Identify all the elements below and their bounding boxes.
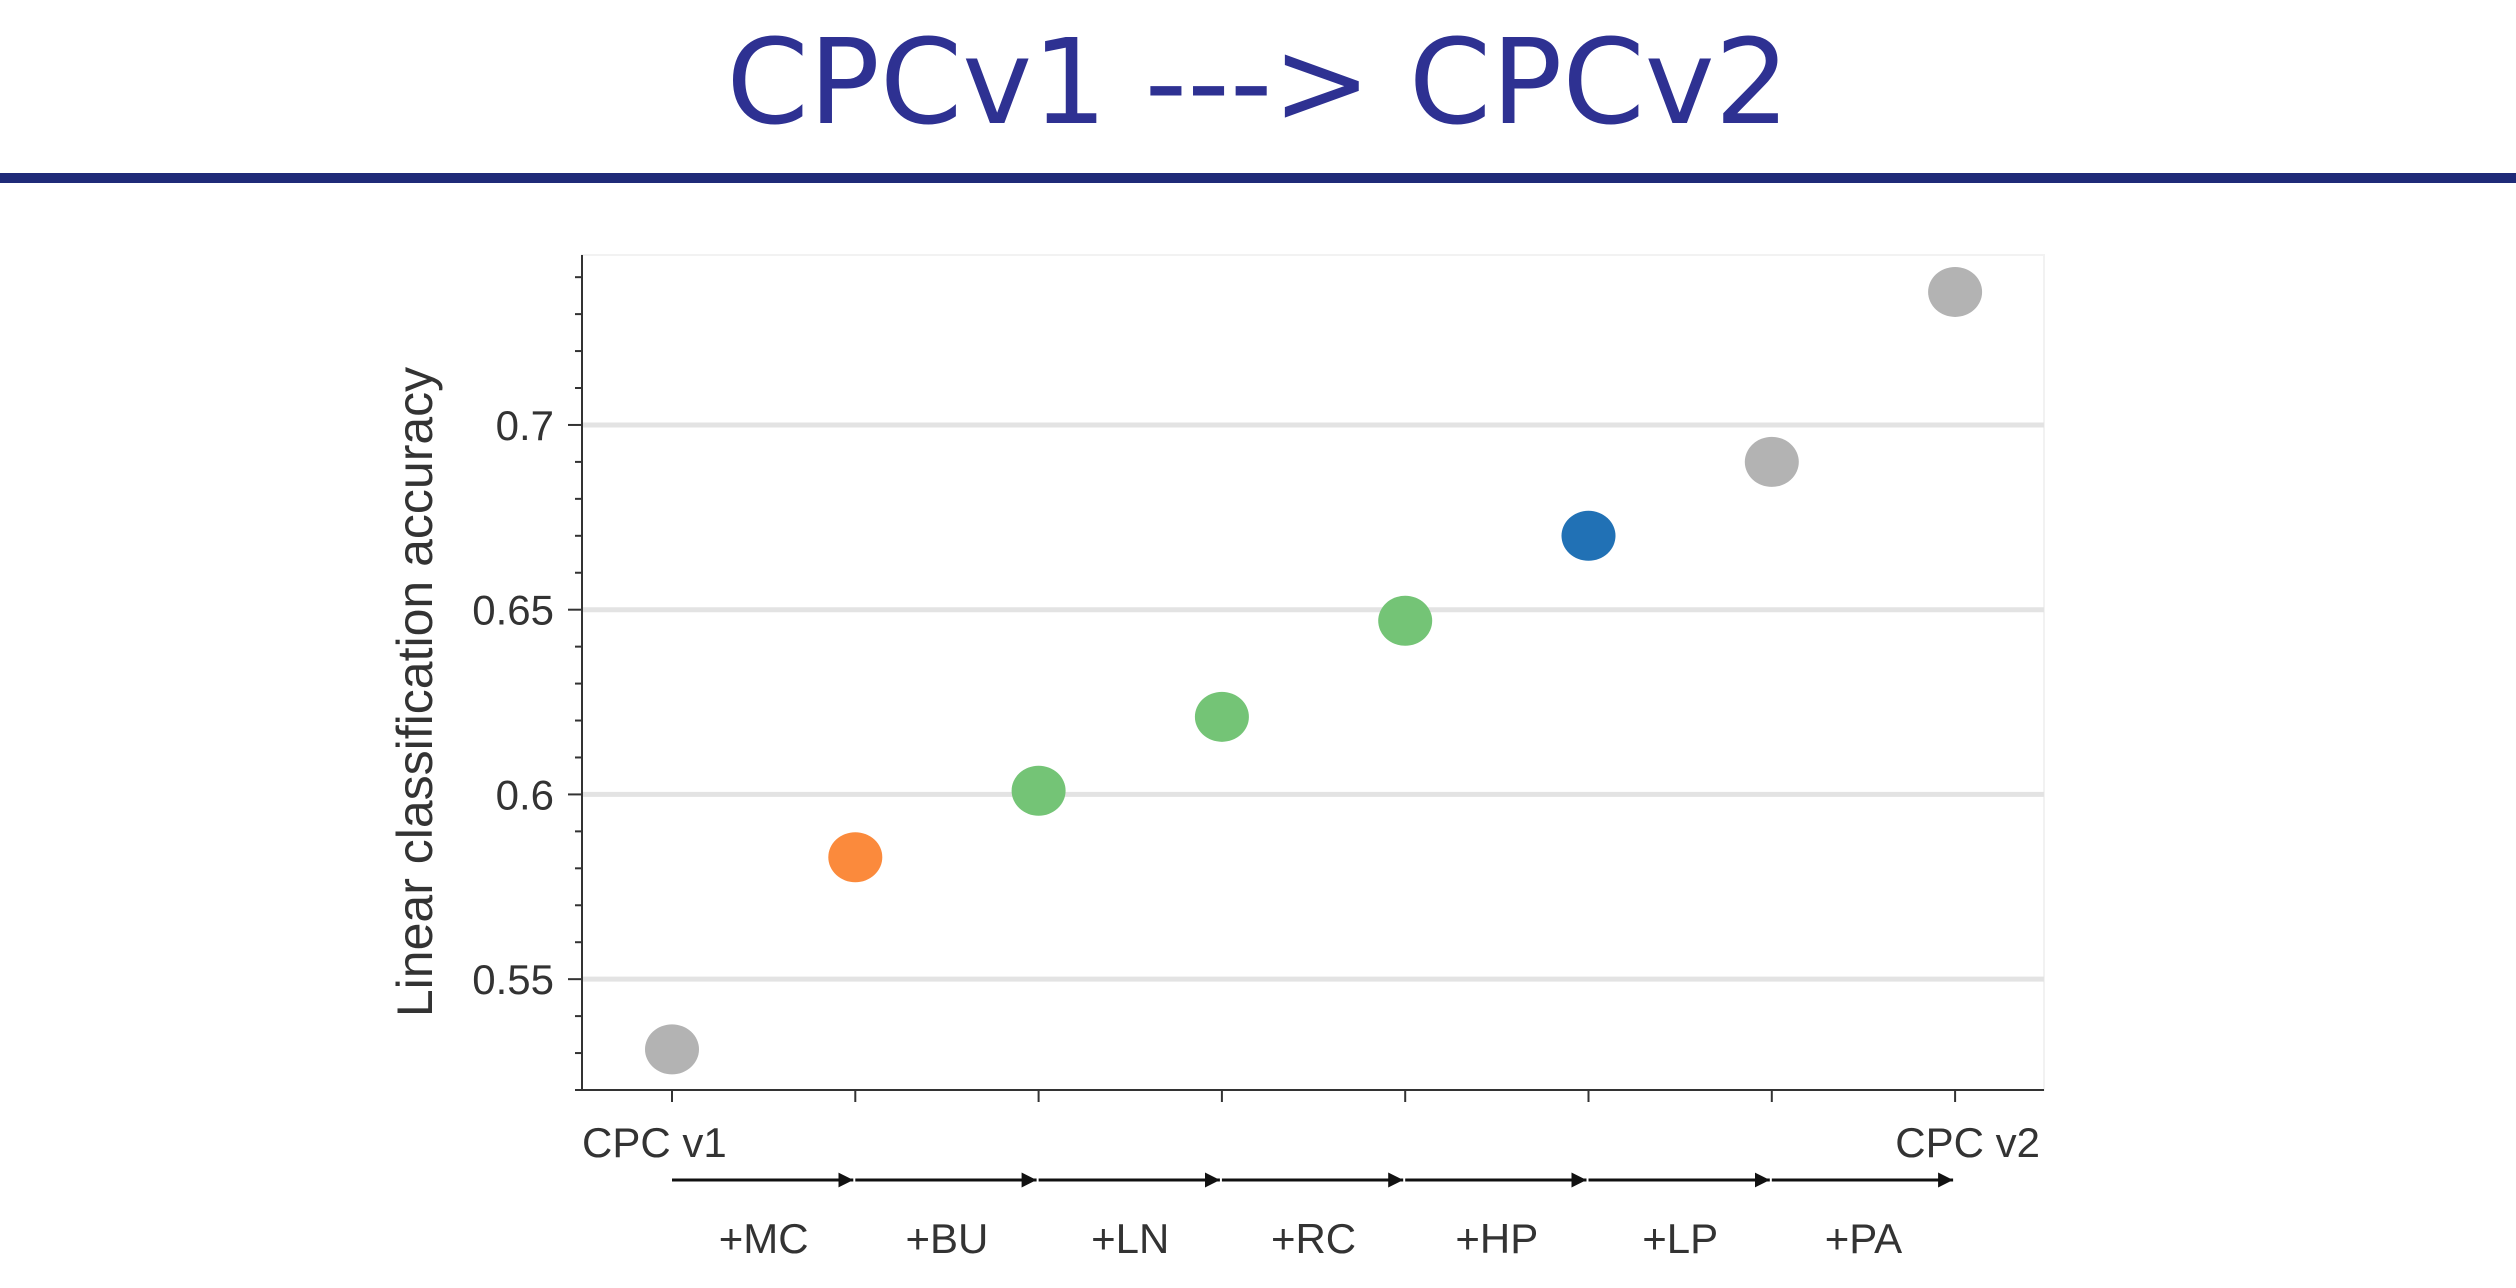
plot-area xyxy=(581,254,2045,1091)
title-divider xyxy=(0,173,2516,183)
step-label: +LP xyxy=(1642,1215,1718,1262)
x-start-label: CPC v1 xyxy=(582,1119,727,1166)
step-label: +HP xyxy=(1455,1215,1538,1262)
y-tick-label: 0.65 xyxy=(472,587,554,634)
step-label: +BU xyxy=(906,1215,989,1262)
data-point xyxy=(1194,691,1249,742)
slide-title: CPCv1 ---> CPCv2 xyxy=(726,13,1790,151)
step-label: +PA xyxy=(1825,1215,1902,1262)
y-tick-label: 0.7 xyxy=(496,402,554,449)
data-point xyxy=(1744,436,1799,487)
data-point xyxy=(1378,595,1433,646)
data-point xyxy=(1561,510,1616,561)
data-point xyxy=(828,832,883,883)
step-label: +MC xyxy=(719,1215,809,1262)
x-end-label: CPC v2 xyxy=(1895,1119,2040,1166)
y-tick-label: 0.55 xyxy=(472,956,554,1003)
data-point xyxy=(645,1024,699,1075)
y-tick-label: 0.6 xyxy=(496,771,554,818)
step-label: +RC xyxy=(1271,1215,1356,1262)
data-point xyxy=(1928,266,1983,317)
data-point xyxy=(1011,765,1066,816)
y-axis-label: Linear classification accuracy xyxy=(387,367,443,1017)
step-label: +LN xyxy=(1091,1215,1169,1262)
